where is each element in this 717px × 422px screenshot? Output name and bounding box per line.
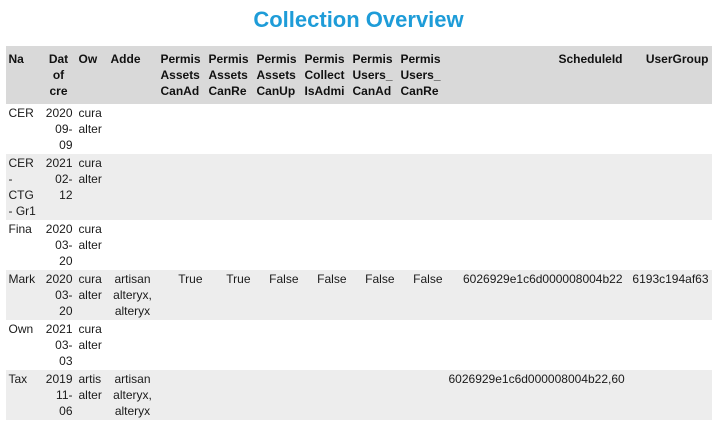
cell-permis-assets-canup: [254, 154, 302, 220]
cell-permis-users-canre: [398, 104, 446, 154]
cell-added: artisan alteryx, alteryx: [113, 272, 152, 318]
cell-usergroup: [626, 104, 712, 154]
cell-scheduleid: [446, 154, 626, 220]
cell-permis-assets-canup: [254, 320, 302, 370]
cell-permis-assets-canad: True: [178, 272, 203, 286]
cell-date: 2021 03- 03: [45, 322, 73, 368]
cell-date: 2021 02- 12: [45, 156, 73, 202]
cell-name: Own: [8, 322, 34, 336]
col-header-permis-assets-canre: Permis Assets CanRe: [205, 46, 254, 104]
cell-usergroup: [626, 370, 712, 420]
cell-date: 2020 03- 20: [45, 272, 73, 318]
col-header-scheduleid: ScheduleId: [445, 46, 626, 104]
cell-permis-users-canad: [350, 104, 398, 154]
cell-scheduleid: [446, 320, 626, 370]
cell-name: Fina: [8, 222, 32, 236]
cell-permis-collect-isadmi: [302, 104, 350, 154]
cell-permis-assets-canup: [254, 104, 302, 154]
cell-permis-collect-isadmi: [302, 370, 350, 420]
cell-date: 2019 11- 06: [45, 372, 73, 418]
cell-permis-users-canad: [350, 370, 398, 420]
cell-permis-assets-canre: [206, 320, 254, 370]
cell-scheduleid: 6026929e1c6d000008004b22: [463, 272, 623, 286]
cell-name: Tax: [8, 372, 28, 386]
cell-permis-assets-canad: [158, 370, 206, 420]
col-header-name: Na: [5, 46, 42, 104]
cell-permis-users-canre: [398, 320, 446, 370]
cell-name: Mark: [8, 272, 36, 286]
cell-added: [108, 320, 158, 370]
cell-added: artisan alteryx, alteryx: [113, 372, 152, 418]
cell-permis-assets-canup: [254, 220, 302, 270]
cell-permis-assets-canre: [206, 220, 254, 270]
cell-scheduleid: [446, 104, 626, 154]
cell-permis-assets-canad: [158, 320, 206, 370]
cell-permis-assets-canad: [158, 220, 206, 270]
cell-name: CER: [8, 106, 34, 120]
cell-owner: cura alter: [78, 272, 102, 302]
cell-name: CER - CTG - Gr1: [8, 156, 36, 218]
table-row: Fina 2020 03- 20 cura alter: [6, 220, 712, 270]
cell-permis-collect-isadmi: [302, 320, 350, 370]
cell-permis-users-canad: [350, 220, 398, 270]
cell-usergroup: [626, 154, 712, 220]
col-header-owner: Ow: [75, 46, 108, 104]
col-header-permis-users-canre: Permis Users_ CanRe: [397, 46, 446, 104]
cell-permis-users-canad: False: [365, 272, 395, 286]
cell-scheduleid: 6026929e1c6d000008004b22,60: [448, 372, 625, 386]
cell-owner: cura alter: [78, 106, 102, 136]
col-header-added: Adde: [107, 46, 158, 104]
cell-permis-collect-isadmi: [302, 154, 350, 220]
cell-permis-collect-isadmi: False: [317, 272, 347, 286]
cell-permis-users-canre: [398, 154, 446, 220]
cell-scheduleid: [446, 220, 626, 270]
cell-permis-users-canre: [398, 220, 446, 270]
cell-usergroup: 6193c194af63: [632, 272, 709, 286]
cell-permis-assets-canup: False: [269, 272, 299, 286]
page-title: Collection Overview: [253, 7, 464, 32]
cell-permis-assets-canre: [206, 370, 254, 420]
cell-permis-assets-canre: [206, 154, 254, 220]
cell-permis-users-canre: False: [413, 272, 443, 286]
table-row: CER - CTG - Gr1 2021 02- 12 cura alter: [5, 154, 712, 220]
cell-permis-assets-canre: [206, 104, 254, 154]
cell-permis-assets-canad: [158, 104, 206, 154]
cell-added: [108, 104, 158, 154]
col-header-usergroup: UserGroup: [625, 46, 712, 104]
cell-added: [108, 154, 158, 220]
col-header-permis-assets-canad: Permis Assets CanAd: [157, 46, 206, 104]
cell-permis-assets-canre: True: [226, 272, 251, 286]
cell-permis-collect-isadmi: [302, 220, 350, 270]
table-row: Own 2021 03- 03 cura alter: [6, 320, 712, 370]
col-header-permis-assets-canup: Permis Assets CanUp: [253, 46, 302, 104]
cell-added: [108, 220, 158, 270]
cell-permis-assets-canup: [254, 370, 302, 420]
col-header-date-of-creation: Dat of cre: [41, 46, 76, 104]
cell-permis-users-canre: [398, 370, 446, 420]
cell-permis-users-canad: [350, 320, 398, 370]
cell-permis-assets-canad: [158, 154, 206, 220]
cell-date: 2020 09- 09: [45, 106, 73, 152]
col-header-permis-collect-isadmi: Permis Collect IsAdmi: [301, 46, 350, 104]
cell-owner: cura alter: [78, 322, 102, 352]
collection-overview-table: Na Dat of cre Ow Adde Permis Assets CanA…: [5, 46, 712, 420]
cell-usergroup: [626, 320, 712, 370]
cell-usergroup: [626, 220, 712, 270]
cell-date: 2020 03- 20: [45, 222, 73, 268]
cell-permis-users-canad: [350, 154, 398, 220]
table-row: Tax 2019 11- 06 artis alter artisan alte…: [5, 370, 712, 420]
cell-owner: cura alter: [78, 222, 102, 252]
table-row: Mark 2020 03- 20 cura alter artisan alte…: [5, 270, 712, 320]
cell-owner: cura alter: [78, 156, 102, 186]
header-row: Na Dat of cre Ow Adde Permis Assets CanA…: [5, 46, 712, 104]
col-header-permis-users-canad: Permis Users_ CanAd: [349, 46, 398, 104]
cell-owner: artis alter: [78, 372, 102, 402]
table-row: CER 2020 09- 09 cura alter: [6, 104, 712, 154]
